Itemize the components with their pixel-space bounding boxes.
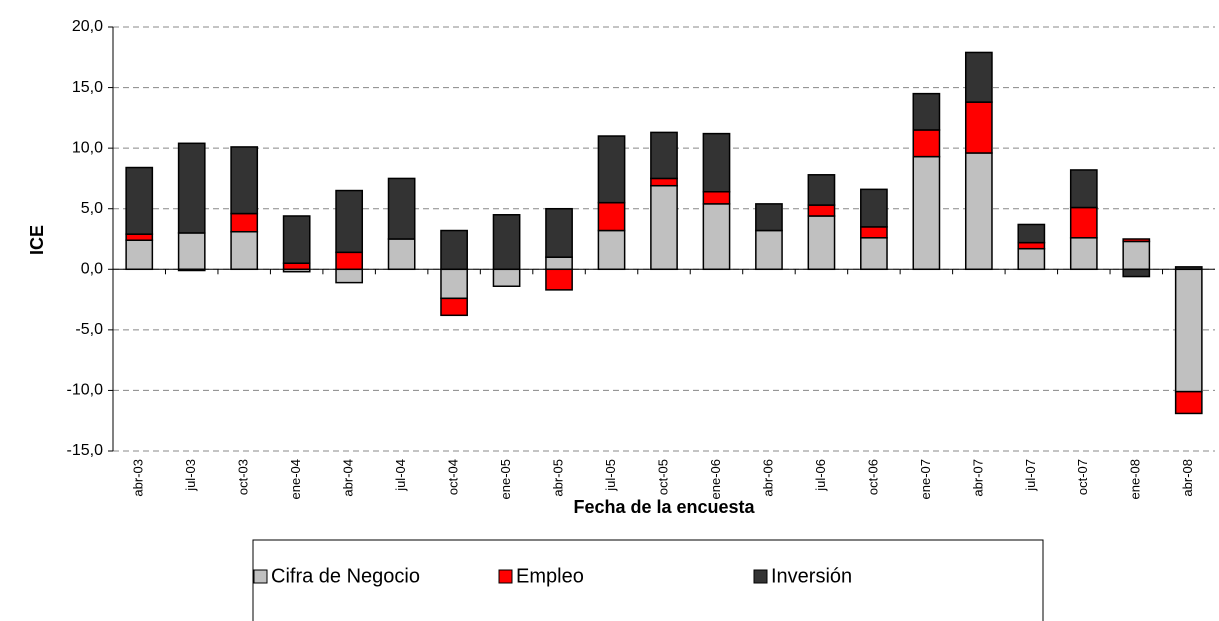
x-tick-label: oct-04 xyxy=(446,459,461,495)
bar-segment xyxy=(387,177,416,240)
y-axis-label: ICE xyxy=(27,225,47,255)
bar-segment xyxy=(702,191,731,205)
x-tick-label: abr-08 xyxy=(1180,459,1195,497)
x-tick-label: abr-05 xyxy=(550,459,565,497)
bar-segment xyxy=(335,251,364,271)
bar-segment xyxy=(1069,237,1098,271)
bar-segment xyxy=(545,207,573,258)
x-tick-label: ene-05 xyxy=(498,459,513,499)
x-tick-label: jul-03 xyxy=(183,459,198,492)
bar-segment xyxy=(1017,241,1046,250)
x-tick-label: ene-06 xyxy=(708,459,723,499)
bar-segment xyxy=(964,101,993,154)
bar-segment xyxy=(1174,390,1203,415)
x-tick-label: abr-04 xyxy=(341,459,356,497)
x-tick-label: jul-05 xyxy=(603,459,618,492)
x-tick-label: jul-07 xyxy=(1023,459,1038,492)
bar-segment xyxy=(230,230,259,271)
y-tick-label: 15,0 xyxy=(72,79,103,96)
bar-segment xyxy=(1069,206,1098,239)
bar-segment xyxy=(597,135,626,204)
x-tick-label: oct-03 xyxy=(236,459,251,495)
bar-segment xyxy=(755,229,783,271)
bar-segment xyxy=(1069,169,1098,209)
bar-segment xyxy=(650,177,678,187)
bar-segment xyxy=(597,229,626,271)
bar-segment xyxy=(912,155,941,271)
bar-segment xyxy=(807,174,836,206)
bar-segment xyxy=(860,226,888,239)
bar-segment xyxy=(1122,268,1151,278)
bar-segment xyxy=(1017,223,1046,244)
y-tick-label: -5,0 xyxy=(75,321,103,338)
bar-segment xyxy=(860,188,888,228)
bar-segment xyxy=(230,212,259,233)
bar-segment xyxy=(545,268,573,291)
x-tick-label: jul-06 xyxy=(813,459,828,492)
y-tick-label: 0,0 xyxy=(81,261,103,278)
bar-segment xyxy=(545,256,573,271)
bar-segment xyxy=(492,214,521,271)
x-tick-label: ene-07 xyxy=(918,459,933,499)
bar-segment xyxy=(702,132,731,193)
legend-box xyxy=(252,539,1044,621)
x-tick-label: abr-03 xyxy=(131,459,146,497)
x-tick-label: ene-04 xyxy=(288,459,303,499)
bar-segment xyxy=(755,203,783,232)
x-tick-label: oct-07 xyxy=(1075,459,1090,495)
y-tick-label: 10,0 xyxy=(72,139,103,156)
legend-label: Empleo xyxy=(516,565,584,587)
bar-segment xyxy=(125,166,154,235)
bar-segment xyxy=(230,146,259,215)
y-tick-label: 5,0 xyxy=(81,200,103,217)
bar-segment xyxy=(1017,247,1046,271)
x-tick-label: jul-04 xyxy=(393,459,408,492)
bar-segment xyxy=(282,262,311,271)
bar-segment xyxy=(125,233,154,241)
y-tick-label: -10,0 xyxy=(67,382,104,399)
bar-segment xyxy=(807,204,836,217)
bar-segment xyxy=(860,237,888,271)
bar-segment xyxy=(335,189,364,254)
bar-segment xyxy=(440,229,468,271)
bar-segment xyxy=(912,129,941,158)
bar-segment xyxy=(387,238,416,271)
x-tick-label: ene-08 xyxy=(1128,459,1143,499)
bar-segment xyxy=(702,203,731,271)
bar-segment xyxy=(964,152,993,271)
legend-swatch xyxy=(253,569,268,584)
legend-label: Cifra de Negocio xyxy=(271,565,420,587)
x-tick-label: abr-06 xyxy=(760,459,775,497)
x-axis-label: Fecha de la encuesta xyxy=(573,497,755,517)
x-tick-label: abr-07 xyxy=(970,459,985,497)
bar-segment xyxy=(1174,268,1203,393)
x-tick-label: oct-06 xyxy=(865,459,880,495)
bar-segment xyxy=(125,239,154,271)
y-tick-label: 20,0 xyxy=(72,18,103,35)
x-tick-label: oct-05 xyxy=(655,459,670,495)
bar-segment xyxy=(912,92,941,131)
bar-segment xyxy=(1122,238,1151,243)
bar-segment xyxy=(964,51,993,103)
bar-segment xyxy=(650,184,678,271)
bar-segment xyxy=(807,215,836,271)
bar-segment xyxy=(1122,240,1151,271)
bar-segment xyxy=(440,297,468,317)
bar-segment xyxy=(492,268,521,287)
bar-segment xyxy=(335,268,364,284)
y-tick-label: -15,0 xyxy=(67,442,104,459)
bar-segment xyxy=(177,142,206,234)
bar-segment xyxy=(440,268,468,300)
bar-segment xyxy=(650,131,678,180)
bar-segment xyxy=(177,232,206,271)
bar-segment xyxy=(597,201,626,232)
legend-label: Inversión xyxy=(771,565,852,587)
legend-swatch xyxy=(753,569,768,584)
legend-swatch xyxy=(498,569,513,584)
bar-segment xyxy=(282,215,311,264)
